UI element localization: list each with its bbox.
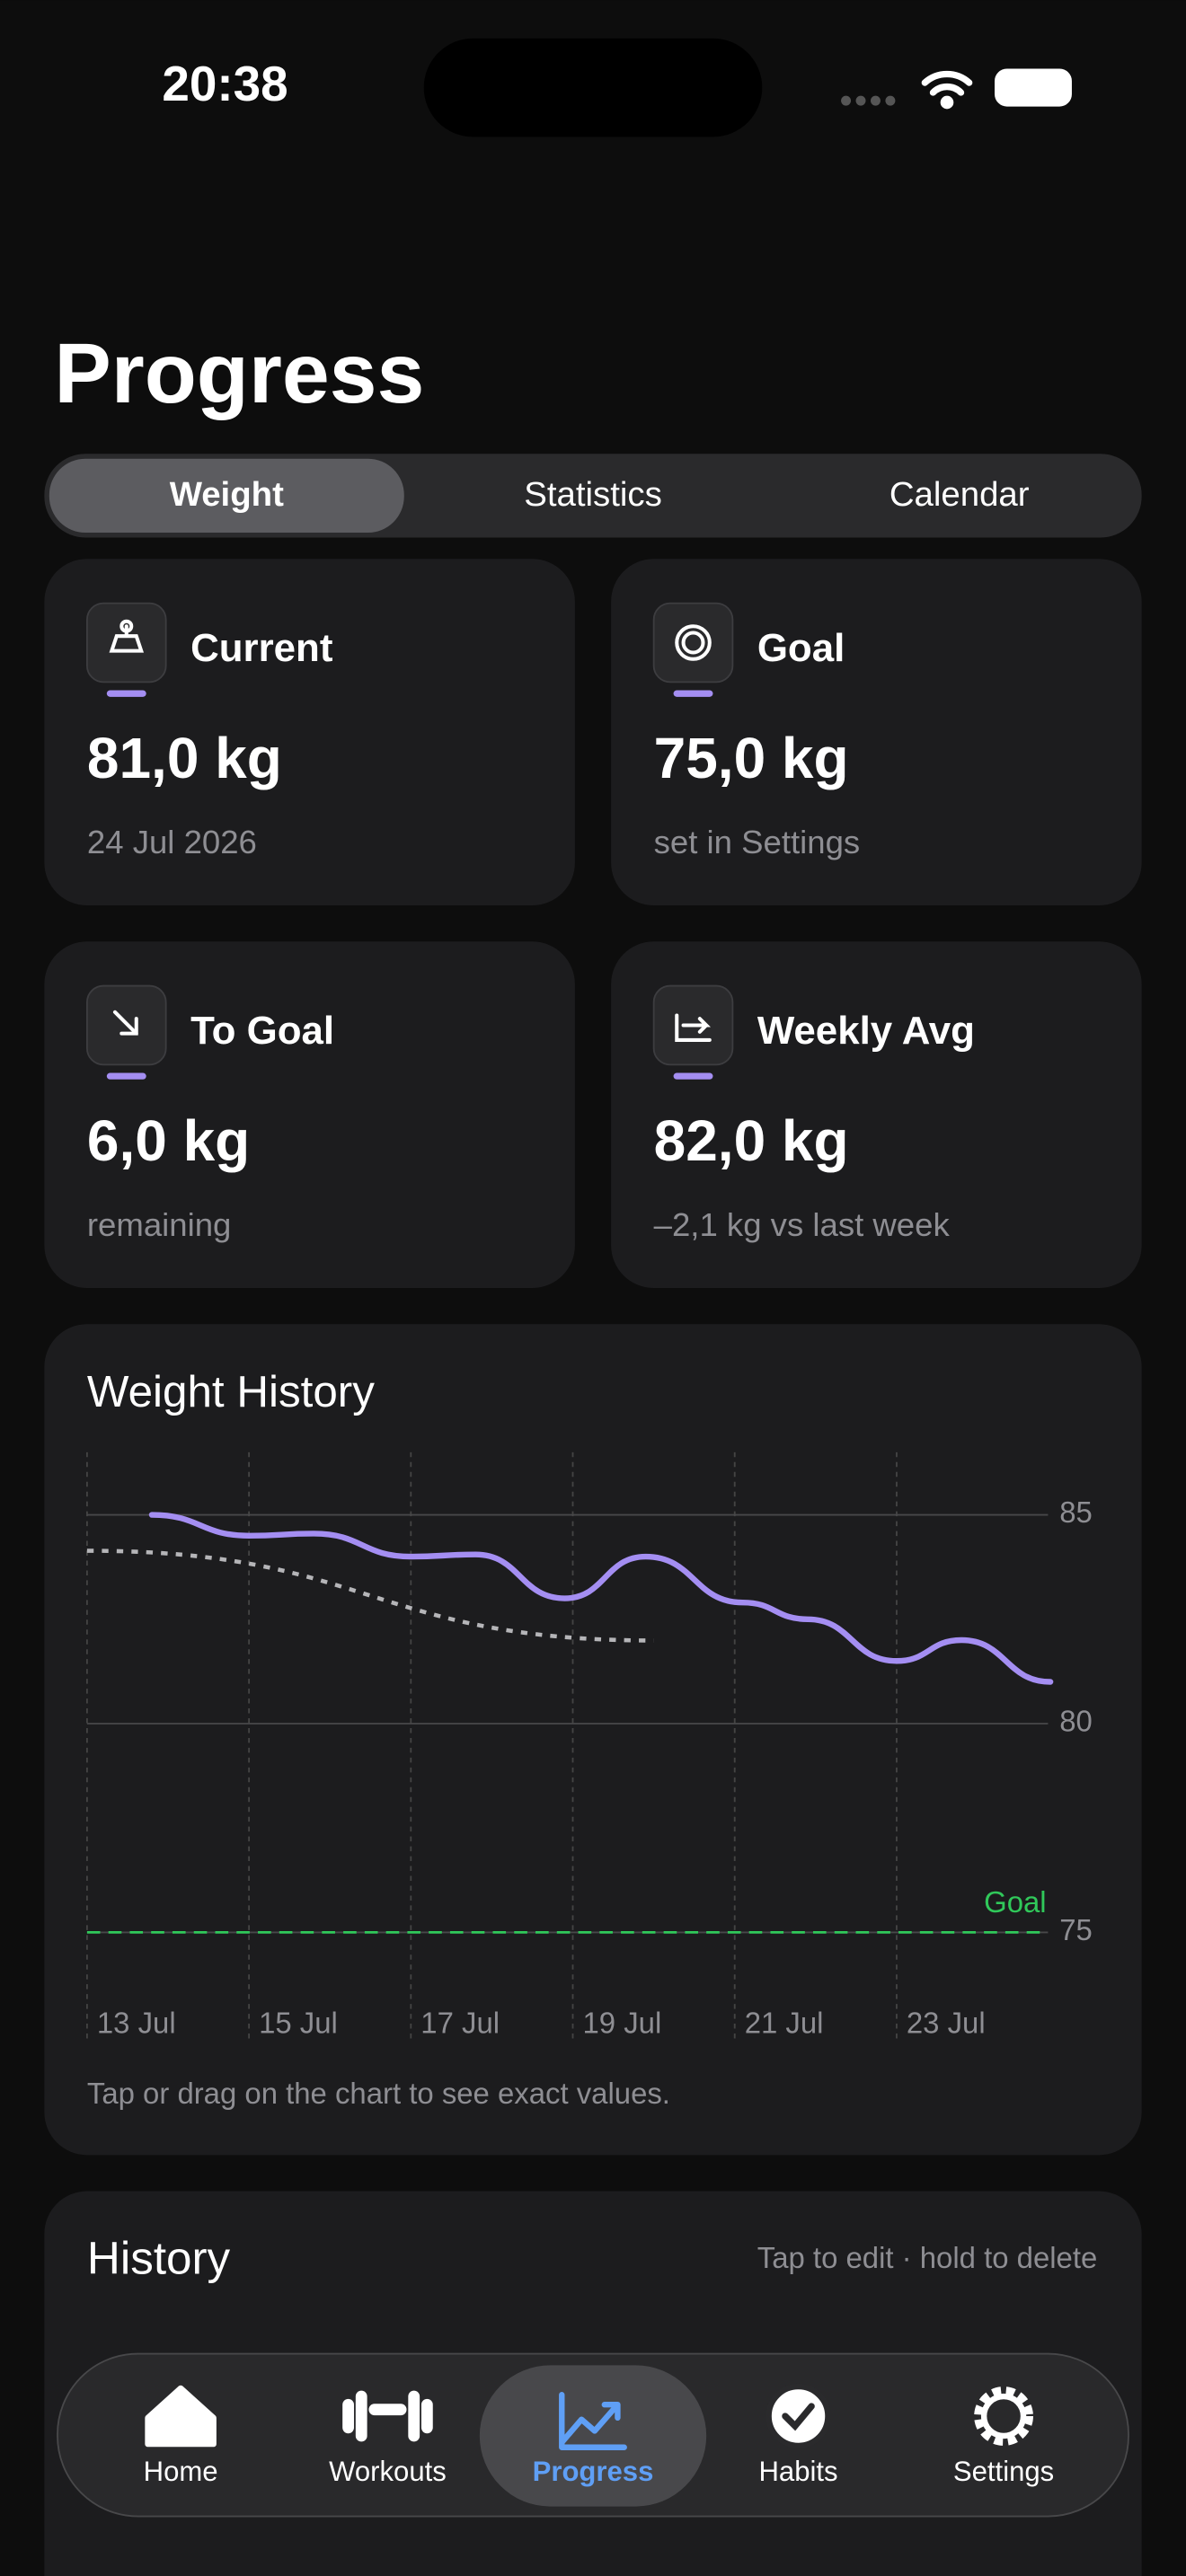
card-icon [675,624,712,661]
tab-icon [145,2385,217,2448]
card-label: To Goal [190,1009,334,1053]
tab-label[interactable]: Settings [953,2456,1054,2487]
status-time: 20:38 [162,56,288,111]
card-caption: remaining [87,1206,231,1243]
x-tick-label: 21 Jul [745,2007,824,2040]
segment-label[interactable]: Calendar [890,475,1030,514]
card-icon [109,619,145,653]
tab-icon [766,2383,831,2449]
x-tick-label: 19 Jul [582,2007,661,2040]
card-icon-box [652,602,734,684]
y-tick-label: 75 [1059,1913,1093,1946]
card-caption: 24 Jul 2026 [87,824,257,860]
y-tick-label: 80 [1059,1705,1093,1738]
card-icon [112,1010,138,1036]
history-title: History [87,2233,231,2284]
card-accent [673,1072,713,1080]
segment-label[interactable]: Weight [170,475,284,514]
goal-label: Goal [984,1885,1046,1919]
segment-label[interactable]: Statistics [524,475,662,514]
tab-label[interactable]: Habits [758,2456,837,2487]
y-tick-label: 85 [1059,1495,1093,1529]
segment-active [49,458,404,534]
card-value: 82,0 kg [654,1108,849,1173]
tab-icon-check [782,2403,815,2431]
card-accent [106,1072,146,1080]
history-hint: Tap to edit · hold to delete [757,2241,1098,2274]
tab-active [479,2365,707,2507]
signal [841,95,896,106]
chart-note: Tap or drag on the chart to see exact va… [87,2077,670,2110]
card-value: 81,0 kg [87,726,282,790]
card-icon [675,1013,712,1042]
tab-label[interactable]: Workouts [329,2456,447,2487]
card-value: 75,0 kg [654,726,849,790]
card-label: Current [190,626,333,670]
tab-icon-gear [974,2386,1033,2446]
x-tick-label: 15 Jul [259,2007,338,2040]
x-tick-label: 17 Jul [420,2007,500,2040]
dynamic-island [423,38,763,137]
battery [995,68,1072,107]
tab-icon [342,2390,433,2442]
stat-card [44,559,575,906]
weight-line [148,1512,1054,1685]
x-tick-label: 13 Jul [97,2007,176,2040]
tab-label[interactable]: Progress [533,2456,654,2487]
wifi [921,70,973,110]
chart-title: Weight History [87,1367,375,1416]
card-caption: set in Settings [654,824,861,860]
trend-line [86,1548,654,1643]
card-caption: –2,1 kg vs last week [654,1206,951,1243]
card-label: Goal [757,626,845,670]
card-accent [673,690,713,697]
tab-icon [559,2392,627,2450]
card-value: 6,0 kg [87,1108,250,1173]
x-tick-label: 23 Jul [907,2007,986,2040]
card-icon-box [85,602,167,684]
stat-card [611,941,1142,1288]
card-label: Weekly Avg [757,1009,975,1053]
stat-card [611,559,1142,906]
stat-card [44,941,575,1288]
tab-label[interactable]: Home [144,2456,218,2487]
page-title: Progress [54,326,424,421]
card-accent [106,690,146,697]
